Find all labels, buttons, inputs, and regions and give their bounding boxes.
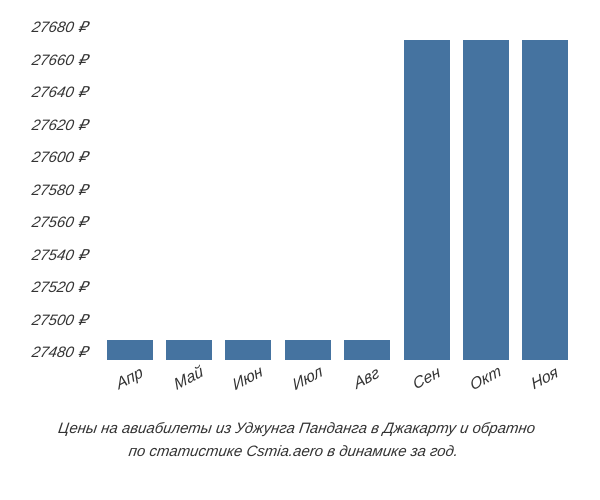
y-tick: 27620 ₽ [30, 118, 88, 133]
x-labels: АпрМайИюнИюлАвгСенОктНоя [95, 370, 580, 388]
bar [463, 40, 509, 360]
bars-area [95, 20, 580, 360]
y-tick: 27660 ₽ [30, 53, 88, 68]
y-tick: 27560 ₽ [30, 215, 88, 230]
bar [225, 340, 271, 360]
x-tick: Окт [463, 360, 510, 399]
bar [344, 340, 390, 360]
x-axis: АпрМайИюнИюлАвгСенОктНоя [10, 360, 580, 388]
x-tick: Ноя [522, 360, 569, 399]
x-tick: Апр [106, 360, 153, 399]
bar [285, 340, 331, 360]
y-axis: 27680 ₽ 27660 ₽ 27640 ₽ 27620 ₽ 27600 ₽ … [10, 20, 95, 360]
x-tick: Июл [284, 360, 331, 399]
chart-container: 27680 ₽ 27660 ₽ 27640 ₽ 27620 ₽ 27600 ₽ … [0, 0, 600, 500]
y-tick: 27540 ₽ [30, 248, 88, 263]
plot-area: 27680 ₽ 27660 ₽ 27640 ₽ 27620 ₽ 27600 ₽ … [10, 20, 580, 360]
y-tick: 27640 ₽ [30, 85, 88, 100]
y-tick: 27500 ₽ [30, 313, 88, 328]
x-tick: Май [166, 360, 213, 399]
bar [166, 340, 212, 360]
y-tick: 27680 ₽ [30, 20, 88, 35]
x-tick: Авг [344, 360, 391, 399]
bar [107, 340, 153, 360]
y-tick: 27480 ₽ [30, 345, 88, 360]
x-tick: Июн [225, 360, 272, 399]
bar [404, 40, 450, 360]
y-tick: 27520 ₽ [30, 280, 88, 295]
bar [522, 40, 568, 360]
x-tick: Сен [403, 360, 450, 399]
chart-caption: Цены на авиабилеты из Уджунга Панданга в… [7, 418, 583, 463]
caption-line-2: по статистике Csmia.aero в динамике за г… [27, 441, 560, 464]
y-tick: 27600 ₽ [30, 150, 88, 165]
caption-line-1: Цены на авиабилеты из Уджунга Панданга в… [30, 418, 563, 441]
y-tick: 27580 ₽ [30, 183, 88, 198]
